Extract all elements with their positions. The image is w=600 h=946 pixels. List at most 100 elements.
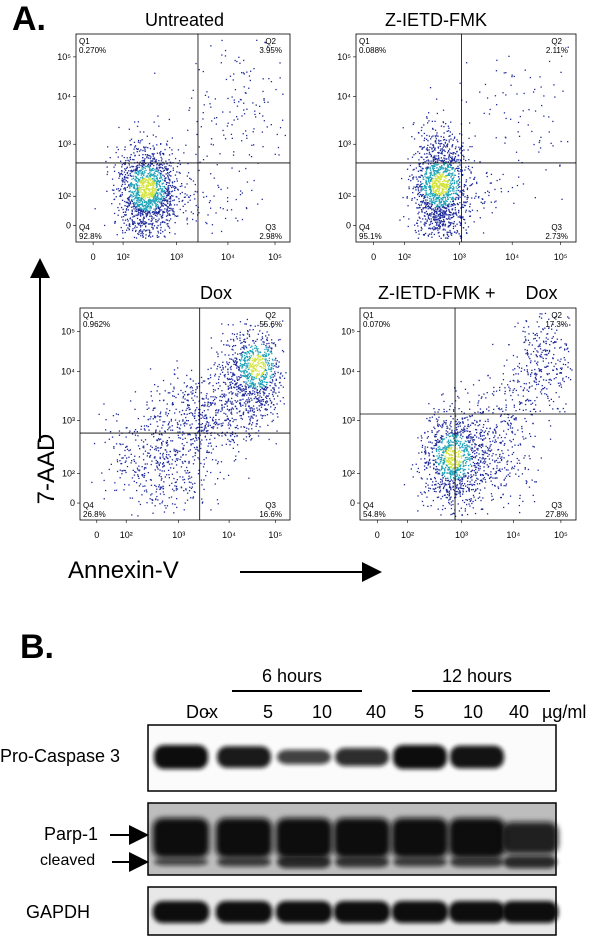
q2-name: Q2 [265,311,276,320]
lane-label: 5 [262,702,273,722]
q1-name: Q1 [359,37,370,46]
dox-label: Dox [186,702,219,722]
y-tick-label: 10³ [58,139,71,149]
plot-frame [355,33,577,243]
band [333,901,391,923]
plot-title-untreated: Untreated [145,10,225,30]
time-group-12h-bar [412,690,550,692]
y-tick-label: 10² [62,468,75,478]
q1-name: Q1 [363,311,374,320]
plot-title-zietd-dox: Z-IETD-FMK + Dox [378,283,558,303]
lane-label: - [205,702,211,722]
band [217,857,271,867]
blot-label-parp: Parp-1 [44,824,99,844]
blot-label-gapdh: GAPDH [26,902,91,922]
band [154,745,208,769]
y-tick-label: 10² [338,191,351,201]
x-tick-label: 0 [371,252,376,262]
q1-pct: 0.070% [363,320,390,329]
q2-pct: 55.6% [259,320,282,329]
band [450,857,504,867]
q4-name: Q4 [79,223,90,232]
x-tick-label: 10⁴ [221,252,235,262]
y-tick-label: 10⁵ [61,326,75,336]
q3-pct: 2.73% [545,232,568,241]
flow-plots-svg: Q10.270%Q23.95%Q492.8%Q32.98%10⁵10⁴10³10… [30,33,577,582]
q4-pct: 95.1% [359,232,382,241]
y-tick-label: 10³ [62,415,75,425]
blot-label-cleaved: cleaved [40,852,96,869]
band [501,822,559,854]
q2-pct: 2.11% [546,46,568,55]
band [275,901,333,923]
y-tick-label: 0 [70,498,75,508]
band [154,858,208,866]
band [215,818,273,858]
x-axis-label: Annexin-V [68,557,179,584]
panel-a-letter: A. [12,0,46,38]
band [448,901,506,923]
q3-name: Q3 [265,223,276,232]
time-group-6h: 6 hours [262,666,323,686]
band [277,855,331,869]
y-tick-label: 10⁵ [57,52,71,62]
q3-pct: 16.6% [259,510,282,519]
band [393,745,447,769]
band [335,856,389,868]
lane-label: 40 [509,702,530,722]
band [335,748,389,766]
x-tick-label: 10³ [172,530,185,540]
bands-procaspase [154,745,504,769]
q3-name: Q3 [551,501,562,510]
y-tick-label: 10⁴ [337,91,351,101]
x-tick-label: 10² [117,252,130,262]
band [393,857,447,867]
band [391,818,449,858]
x-tick-label: 10³ [455,530,468,540]
band [215,901,273,923]
x-tick-label: 10⁴ [505,252,519,262]
lane-label: 10 [312,702,333,722]
band [501,901,559,923]
bands-parp [152,818,559,869]
x-tick-label: 10² [120,530,133,540]
y-tick-label: 10² [58,191,71,201]
time-group-6h-bar [232,690,362,692]
plot-title-dox: Dox [200,283,233,303]
y-tick-label: 10⁴ [341,367,355,377]
x-tick-label: 10⁴ [222,530,236,540]
q1-name: Q1 [83,311,94,320]
q4-pct: 54.8% [363,510,386,519]
x-tick-label: 10⁵ [268,252,282,262]
q4-name: Q4 [359,223,370,232]
q2-name: Q2 [551,311,562,320]
q3-pct: 2.98% [259,232,282,241]
q2-name: Q2 [265,37,276,46]
x-tick-label: 10² [401,530,414,540]
band [333,818,391,858]
x-tick-label: 10⁵ [554,252,568,262]
band [152,901,210,923]
q2-name: Q2 [551,37,562,46]
x-tick-label: 10⁵ [268,530,282,540]
plot-title-zietd: Z-IETD-FMK [385,10,487,30]
time-group-12h: 12 hours [442,666,513,686]
panel-b-letter: B. [20,628,54,666]
band [391,901,449,923]
band [448,818,506,858]
y-tick-label: 10⁵ [337,52,351,62]
q3-name: Q3 [265,501,276,510]
lane-label: 5 [413,702,424,722]
x-tick-label: 10³ [170,252,183,262]
band [277,749,331,765]
x-tick-label: 10² [398,252,411,262]
x-tick-label: 10⁵ [554,530,568,540]
band [275,818,333,858]
x-tick-label: 10⁴ [506,530,520,540]
q4-name: Q4 [83,501,94,510]
